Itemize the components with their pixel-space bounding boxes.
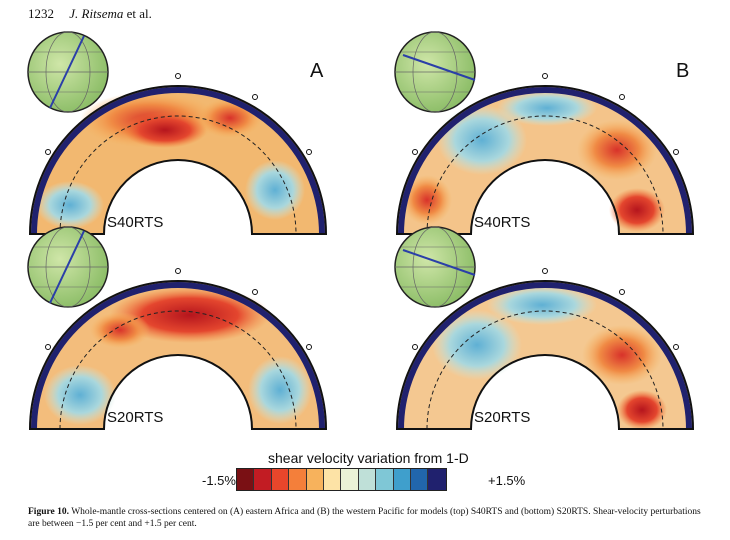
colorbar-swatch <box>428 469 446 490</box>
figure-panels <box>27 31 695 430</box>
panel-a <box>27 31 328 235</box>
model-label: S20RTS <box>107 409 164 426</box>
colorbar-swatch <box>323 469 342 490</box>
model-label: S40RTS <box>474 214 531 231</box>
panel-letter-a: A <box>310 60 324 82</box>
colorbar-swatch <box>289 469 307 490</box>
globe-icon <box>27 31 109 113</box>
colorbar-swatch <box>237 469 255 490</box>
caption-text: Whole-mantle cross-sections centered on … <box>28 507 701 529</box>
colorbar-swatch <box>393 469 411 490</box>
panel-c <box>27 226 328 430</box>
colorbar-swatch <box>376 469 394 490</box>
globe-icon <box>27 226 109 308</box>
colorbar-swatch <box>341 469 359 490</box>
caption-label: Figure 10. <box>28 507 69 517</box>
authors: J. Ritsema <box>69 6 124 21</box>
authors-suffix: et al. <box>126 6 152 21</box>
panel-b <box>394 31 695 235</box>
colorbar-swatch <box>306 469 324 490</box>
model-label: S40RTS <box>107 214 164 231</box>
colorscale-title: shear velocity variation from 1-D <box>268 450 469 466</box>
colorscale-min-label: -1.5% <box>202 473 236 488</box>
colorscale-max-label: +1.5% <box>488 473 526 488</box>
page-header: 1232 J. Ritsema et al. <box>28 6 152 22</box>
panel-d <box>394 226 695 430</box>
colorbar-swatch <box>271 469 290 490</box>
panel-letter-b: B <box>676 60 690 82</box>
page-number: 1232 <box>28 6 54 21</box>
colorbar-swatch <box>254 469 272 490</box>
colorbar-swatch <box>410 469 429 490</box>
globe-icon <box>394 226 476 308</box>
figure-caption: Figure 10. Whole-mantle cross-sections c… <box>28 506 704 530</box>
globe-icon <box>394 31 476 113</box>
colorbar-swatch <box>358 469 377 490</box>
colorbar <box>236 468 447 491</box>
model-label: S20RTS <box>474 409 531 426</box>
